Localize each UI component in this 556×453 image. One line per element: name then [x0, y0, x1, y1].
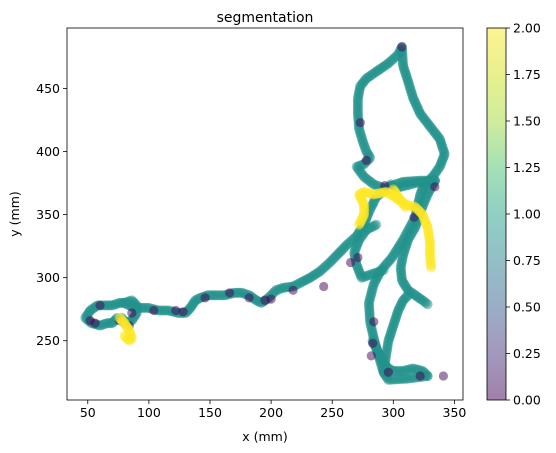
colorbar-tick-label: 1.75 [513, 67, 541, 82]
y-tick-label: 250 [36, 333, 60, 348]
chart-title: segmentation [217, 10, 314, 26]
series-0 [85, 42, 448, 381]
colorbar-gradient [487, 28, 506, 400]
point-class-0 [368, 338, 378, 348]
colorbar-ticks: 0.00 0.25 0.50 0.75 1.00 1.25 1.50 1.75 2.00 [506, 21, 541, 408]
point-class-1 [371, 219, 382, 230]
plot-frame [66, 27, 464, 401]
point-class-0 [149, 305, 159, 316]
colorbar-tick-label: 1.50 [513, 114, 541, 129]
point-class-0 [346, 257, 356, 268]
colorbar-tick-label: 0.75 [513, 253, 541, 268]
scatter-marks [80, 41, 450, 385]
colorbar-tick-label: 0.50 [513, 300, 541, 315]
x-tick-label: 250 [320, 405, 344, 420]
point-class-0 [288, 285, 298, 295]
x-axis: 50 100 150 200 250 300 350 [80, 400, 467, 420]
colorbar-tick-label: 2.00 [513, 21, 541, 36]
point-class-0 [361, 155, 371, 165]
point-class-0 [415, 371, 425, 381]
point-class-1 [422, 371, 433, 381]
series-1 [80, 41, 450, 385]
point-class-0 [319, 281, 329, 292]
x-tick-label: 150 [198, 405, 222, 420]
y-tick-label: 350 [36, 207, 60, 222]
y-tick-label: 400 [36, 144, 60, 159]
colorbar-tick-label: 0.00 [513, 393, 541, 408]
point-class-0 [178, 307, 188, 317]
point-class-0 [383, 367, 393, 377]
point-class-0 [355, 118, 365, 128]
series-2 [114, 184, 437, 346]
point-class-2 [400, 202, 411, 213]
x-tick-label: 350 [443, 405, 467, 420]
y-tick-label: 450 [36, 81, 60, 96]
x-tick-label: 50 [80, 405, 96, 420]
x-tick-label: 200 [259, 405, 283, 420]
point-class-0 [95, 300, 105, 310]
colorbar-tick-label: 1.00 [513, 207, 541, 222]
colorbar: 0.00 0.25 0.50 0.75 1.00 1.25 1.50 1.75 2.00 [486, 21, 541, 408]
y-axis-label: y (mm) [7, 191, 22, 236]
point-class-2 [426, 262, 437, 273]
x-axis-label: x (mm) [242, 429, 287, 444]
point-class-0 [397, 42, 407, 52]
point-class-0 [225, 288, 235, 298]
point-class-0 [438, 371, 448, 381]
colorbar-tick-label: 0.25 [513, 346, 541, 361]
point-class-0 [127, 308, 137, 318]
colorbar-tick-label: 1.25 [513, 160, 541, 175]
x-tick-label: 100 [137, 405, 161, 420]
point-class-1 [403, 290, 413, 301]
y-tick-label: 300 [36, 270, 60, 285]
point-class-2 [119, 330, 130, 341]
point-class-0 [171, 305, 181, 316]
point-class-0 [200, 293, 210, 303]
point-class-0 [353, 252, 363, 263]
point-class-0 [369, 317, 379, 327]
point-class-0 [430, 182, 440, 192]
point-class-0 [260, 295, 270, 305]
point-class-0 [85, 316, 95, 326]
x-tick-label: 300 [381, 405, 405, 420]
point-class-0 [244, 293, 254, 303]
point-class-1 [422, 299, 433, 310]
y-axis: 250 300 350 400 450 [36, 81, 67, 348]
point-class-0 [366, 351, 376, 361]
